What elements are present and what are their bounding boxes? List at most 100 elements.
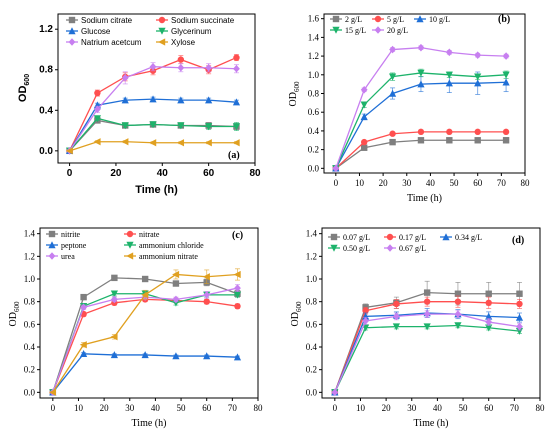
series-line: [335, 81, 507, 169]
panel-2: 0 10 20 30 40 50 60 70 80 0.0 0.2 0.4 0.6 0.8 1.0 1.2 1.…: [8, 227, 263, 429]
legend: Sodium citrate Sodium succinate Glucose Gly…: [66, 16, 235, 47]
legend-label: Sodium succinate: [171, 16, 235, 25]
data-point: [423, 289, 431, 296]
data-point: [360, 85, 368, 94]
series-glycerinum: [65, 115, 241, 155]
series-line: [334, 324, 520, 393]
y-tick-label: 0.0: [306, 387, 318, 397]
x-tick-label: 50: [459, 403, 469, 413]
x-axis-title: Time (h): [407, 193, 442, 204]
data-point: [121, 122, 129, 130]
x-tick-label: 80: [536, 403, 546, 413]
legend-label: Xylose: [171, 38, 196, 47]
panel-1: 0 10 20 30 40 50 60 70 80 0.0 0.2 0.4 0.6 0.8 1.0 1.2 1.…: [288, 13, 530, 204]
data-point: [233, 54, 240, 61]
legend-label: 15 g/L: [345, 26, 366, 35]
legend-label: Glucose: [81, 27, 111, 36]
y-tick-label: 1.4: [308, 32, 320, 42]
y-axis-title: OD600: [288, 81, 301, 106]
data-point: [141, 275, 149, 283]
legend-label: Sodium citrate: [81, 16, 133, 25]
panel-label: (d): [512, 235, 524, 246]
data-point: [446, 128, 453, 136]
data-point: [446, 137, 453, 144]
series-nitrate: [49, 296, 241, 396]
x-tick-label: 40: [151, 403, 161, 413]
plot-frame: [323, 13, 526, 174]
data-point: [445, 48, 453, 57]
data-point: [445, 71, 453, 79]
data-point: [149, 95, 157, 103]
y-tick-label: 0.2: [308, 145, 319, 155]
legend-marker: [386, 244, 394, 252]
data-point: [362, 307, 369, 314]
x-tick-label: 30: [402, 178, 412, 188]
data-point: [445, 79, 453, 87]
series-10-g-l: [332, 71, 510, 172]
data-point: [485, 312, 493, 320]
legend-label: peptone: [61, 241, 87, 250]
x-tick-label: 0: [334, 178, 339, 188]
data-point: [474, 128, 481, 136]
legend: nitrite nitrate peptone ammonium chloride ur…: [46, 230, 204, 261]
legend-marker: [68, 16, 76, 24]
data-point: [233, 353, 242, 361]
y-axis-title: OD600: [290, 301, 303, 326]
panel-label: (a): [228, 150, 240, 161]
data-point: [149, 139, 157, 147]
y-axis-title: OD600: [8, 301, 21, 326]
data-point: [417, 80, 425, 88]
data-point: [474, 79, 482, 87]
x-tick-label: 0: [333, 403, 338, 413]
legend-label: 0.50 g/L: [343, 244, 370, 253]
data-point: [172, 295, 180, 304]
data-point: [121, 74, 129, 82]
data-point: [423, 310, 431, 318]
plot-frame: [39, 227, 259, 399]
series-2-g-l: [332, 137, 510, 172]
data-point: [177, 139, 185, 147]
legend-label: 5 g/L: [387, 15, 404, 24]
x-tick-label: 10: [74, 403, 84, 413]
panel-3: 0 10 20 30 40 50 60 70 80 0.0 0.2 0.4 0.6 0.8 1.0 1.2 1.…: [290, 227, 546, 429]
legend-marker: [374, 26, 382, 34]
y-axis-title-subscript: 600: [13, 301, 21, 312]
data-point: [389, 138, 396, 146]
legend-marker: [332, 15, 340, 23]
series-xylose: [65, 138, 240, 155]
panel-label: (b): [498, 14, 510, 25]
data-point: [203, 291, 211, 299]
series-5-g-l: [332, 128, 510, 172]
y-axis-title: OD600: [17, 74, 31, 102]
data-point: [360, 101, 368, 109]
legend-marker: [386, 233, 394, 241]
data-point: [141, 351, 149, 359]
data-point: [502, 78, 510, 86]
legend-label: ammonium nitrate: [139, 252, 198, 261]
data-point: [502, 52, 510, 60]
x-tick-label: 60: [484, 403, 494, 413]
legend-marker: [126, 230, 134, 238]
legend-label: 20 g/L: [387, 26, 408, 35]
data-point: [485, 318, 493, 326]
data-point: [516, 290, 523, 297]
x-tick-label: 70: [497, 178, 507, 188]
y-tick-label: 0.4: [306, 342, 318, 352]
data-point: [502, 137, 510, 144]
legend-label: 10 g/L: [429, 15, 450, 24]
x-axis-title: Time (h): [135, 184, 178, 196]
x-tick-label: 20: [379, 178, 389, 188]
data-point: [65, 147, 73, 155]
data-point: [454, 298, 462, 305]
x-tick-label: 70: [510, 403, 520, 413]
data-point: [94, 89, 101, 97]
legend-marker: [48, 252, 56, 260]
data-point: [79, 341, 87, 349]
data-point: [502, 71, 510, 79]
data-point: [388, 89, 397, 97]
legend-label: 0.67 g/L: [399, 244, 426, 253]
plot-frame: [57, 13, 256, 164]
legend-marker: [48, 230, 56, 238]
data-point: [149, 62, 157, 71]
